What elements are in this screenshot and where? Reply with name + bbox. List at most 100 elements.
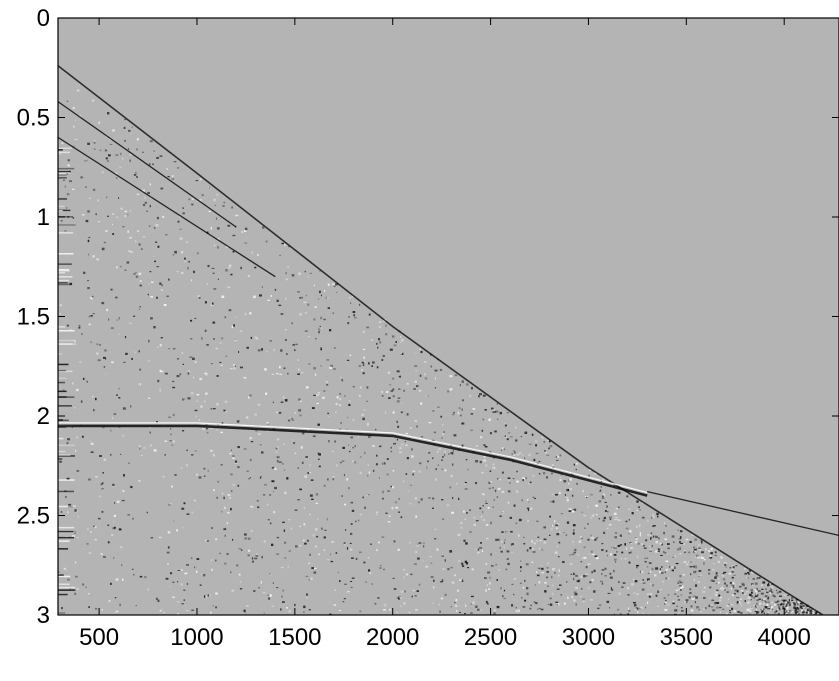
amplitude-speck xyxy=(98,517,101,520)
amplitude-speck xyxy=(609,516,612,519)
trace-streak xyxy=(58,330,75,332)
trace-streak xyxy=(58,390,67,393)
amplitude-speck xyxy=(139,447,141,450)
amplitude-speck xyxy=(199,199,202,202)
amplitude-speck xyxy=(207,264,210,268)
amplitude-speck xyxy=(362,417,365,421)
amplitude-speck xyxy=(179,237,183,240)
amplitude-speck xyxy=(452,413,455,416)
amplitude-speck xyxy=(159,369,162,372)
amplitude-speck xyxy=(148,397,151,399)
amplitude-speck xyxy=(387,490,390,492)
amplitude-speck xyxy=(799,604,802,606)
amplitude-speck xyxy=(715,591,718,593)
amplitude-speck xyxy=(90,531,92,533)
amplitude-speck xyxy=(501,447,504,450)
amplitude-speck xyxy=(722,573,725,575)
amplitude-speck xyxy=(282,521,285,523)
amplitude-speck xyxy=(798,606,800,608)
amplitude-speck xyxy=(710,605,714,608)
amplitude-speck xyxy=(440,581,443,583)
amplitude-speck xyxy=(264,483,267,486)
amplitude-speck xyxy=(397,549,400,551)
amplitude-speck xyxy=(396,438,398,441)
amplitude-speck xyxy=(139,306,142,308)
amplitude-speck xyxy=(804,612,807,615)
amplitude-speck xyxy=(477,548,480,551)
amplitude-speck xyxy=(708,550,710,552)
amplitude-speck xyxy=(800,606,802,609)
amplitude-speck xyxy=(441,555,444,557)
amplitude-speck xyxy=(710,548,713,551)
amplitude-speck xyxy=(609,518,612,521)
amplitude-speck xyxy=(90,297,93,300)
amplitude-speck xyxy=(211,559,213,561)
amplitude-speck xyxy=(533,601,536,603)
amplitude-speck xyxy=(532,496,535,498)
amplitude-speck xyxy=(535,602,538,605)
amplitude-speck xyxy=(757,590,761,592)
amplitude-speck xyxy=(710,579,714,582)
amplitude-speck xyxy=(523,543,526,545)
amplitude-speck xyxy=(699,548,701,551)
amplitude-speck xyxy=(213,198,216,202)
amplitude-speck xyxy=(786,603,788,606)
amplitude-speck xyxy=(617,506,620,508)
amplitude-speck xyxy=(529,481,532,484)
amplitude-speck xyxy=(327,297,329,299)
amplitude-speck xyxy=(489,481,492,483)
amplitude-speck xyxy=(812,611,814,614)
amplitude-speck xyxy=(433,579,435,582)
amplitude-speck xyxy=(481,472,484,474)
amplitude-speck xyxy=(805,609,807,612)
amplitude-speck xyxy=(386,458,389,460)
x-tick-label: 4000 xyxy=(757,624,810,651)
amplitude-speck xyxy=(89,296,93,299)
amplitude-speck xyxy=(526,549,529,552)
amplitude-speck xyxy=(177,613,179,615)
amplitude-speck xyxy=(444,451,446,453)
amplitude-speck xyxy=(816,612,819,614)
amplitude-speck xyxy=(653,535,655,538)
amplitude-speck xyxy=(114,611,116,614)
amplitude-speck xyxy=(297,373,300,375)
x-tick-label: 1500 xyxy=(268,624,321,651)
amplitude-speck xyxy=(410,427,412,429)
amplitude-speck xyxy=(279,254,281,257)
amplitude-speck xyxy=(223,528,227,531)
amplitude-speck xyxy=(629,530,632,533)
amplitude-speck xyxy=(271,480,275,483)
amplitude-speck xyxy=(613,569,615,573)
amplitude-speck xyxy=(788,610,792,612)
amplitude-speck xyxy=(531,561,534,563)
amplitude-speck xyxy=(462,399,465,402)
amplitude-speck xyxy=(403,480,405,483)
amplitude-speck xyxy=(661,566,663,568)
amplitude-speck xyxy=(616,551,618,553)
amplitude-speck xyxy=(241,230,244,234)
amplitude-speck xyxy=(217,424,220,426)
amplitude-speck xyxy=(323,549,326,551)
amplitude-speck xyxy=(309,272,313,274)
amplitude-speck xyxy=(729,609,731,612)
amplitude-speck xyxy=(381,395,384,397)
amplitude-speck xyxy=(112,527,116,530)
amplitude-speck xyxy=(369,435,372,438)
amplitude-speck xyxy=(742,584,745,587)
amplitude-speck xyxy=(798,613,800,615)
amplitude-speck xyxy=(377,597,380,599)
amplitude-speck xyxy=(482,505,484,507)
amplitude-speck xyxy=(604,567,607,570)
amplitude-speck xyxy=(181,603,184,605)
amplitude-speck xyxy=(318,270,321,272)
amplitude-speck xyxy=(431,439,435,441)
amplitude-speck xyxy=(181,507,185,510)
amplitude-speck xyxy=(783,599,787,602)
amplitude-speck xyxy=(503,448,506,451)
amplitude-speck xyxy=(93,141,96,144)
amplitude-speck xyxy=(732,586,735,589)
amplitude-speck xyxy=(491,407,494,410)
amplitude-speck xyxy=(415,551,417,553)
amplitude-speck xyxy=(277,438,280,441)
amplitude-speck xyxy=(76,537,80,539)
